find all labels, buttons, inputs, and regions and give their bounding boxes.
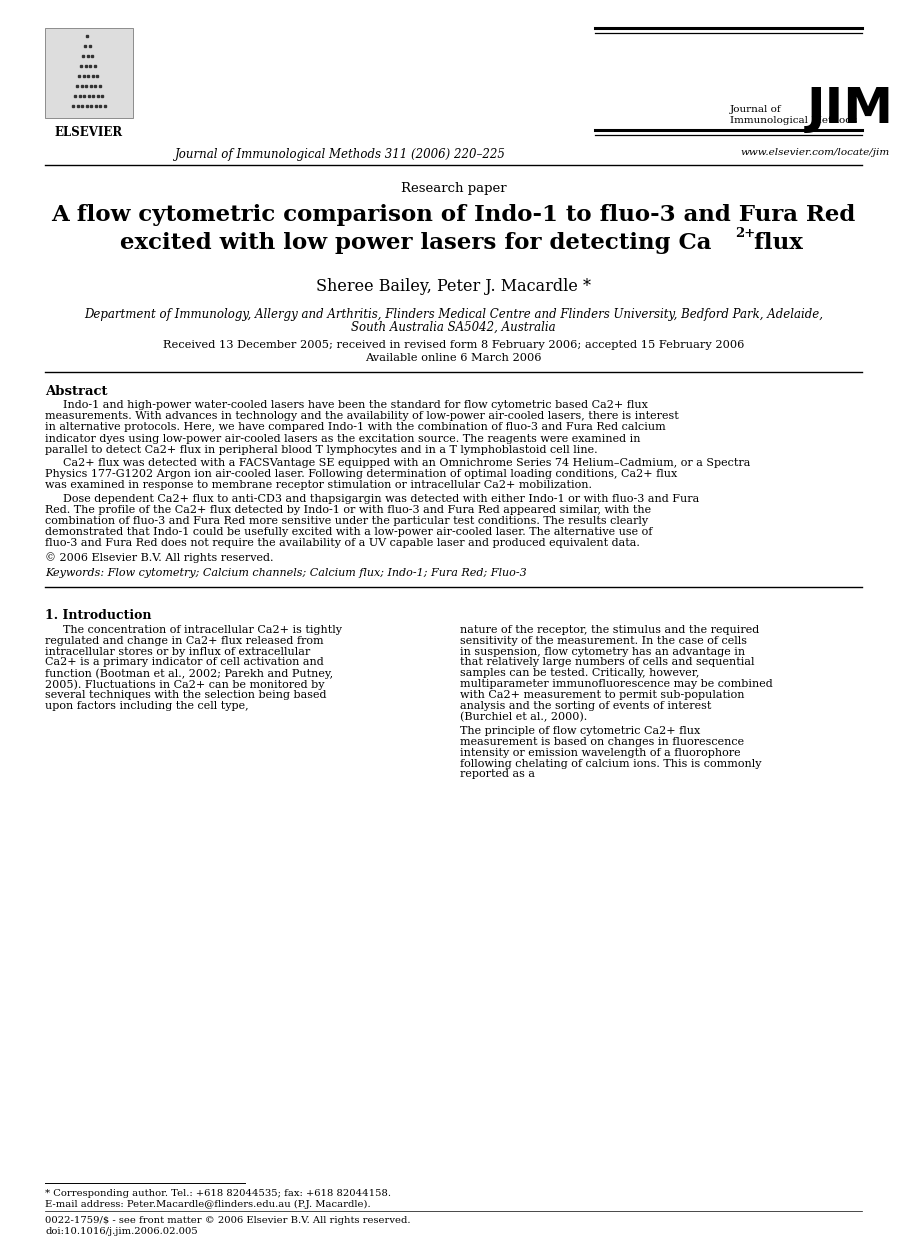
Text: Abstract: Abstract — [45, 385, 108, 397]
Text: Ca2+ flux was detected with a FACSVantage SE equipped with an Omnichrome Series : Ca2+ flux was detected with a FACSVantag… — [63, 458, 750, 468]
Text: ELSEVIER: ELSEVIER — [55, 126, 123, 139]
Text: Ca2+ is a primary indicator of cell activation and: Ca2+ is a primary indicator of cell acti… — [45, 657, 324, 667]
Text: Journal of Immunological Methods 311 (2006) 220–225: Journal of Immunological Methods 311 (20… — [174, 149, 505, 161]
Text: Department of Immunology, Allergy and Arthritis, Flinders Medical Centre and Fli: Department of Immunology, Allergy and Ar… — [84, 308, 823, 321]
Text: nature of the receptor, the stimulus and the required: nature of the receptor, the stimulus and… — [460, 625, 759, 635]
Text: JIM: JIM — [806, 85, 893, 132]
Text: 1. Introduction: 1. Introduction — [45, 609, 151, 621]
Text: Physics 177-G1202 Argon ion air-cooled laser. Following determination of optimal: Physics 177-G1202 Argon ion air-cooled l… — [45, 469, 678, 479]
Text: Dose dependent Ca2+ flux to anti-CD3 and thapsigargin was detected with either I: Dose dependent Ca2+ flux to anti-CD3 and… — [63, 494, 699, 504]
Text: in alternative protocols. Here, we have compared Indo-1 with the combination of : in alternative protocols. Here, we have … — [45, 422, 666, 432]
Text: following chelating of calcium ions. This is commonly: following chelating of calcium ions. Thi… — [460, 759, 762, 769]
Text: several techniques with the selection being based: several techniques with the selection be… — [45, 690, 327, 699]
Text: multiparameter immunofluorescence may be combined: multiparameter immunofluorescence may be… — [460, 678, 773, 690]
Text: www.elsevier.com/locate/jim: www.elsevier.com/locate/jim — [740, 149, 889, 157]
Text: Received 13 December 2005; received in revised form 8 February 2006; accepted 15: Received 13 December 2005; received in r… — [163, 340, 744, 350]
Bar — [45, 28, 133, 118]
Text: doi:10.1016/j.jim.2006.02.005: doi:10.1016/j.jim.2006.02.005 — [45, 1227, 198, 1236]
Text: that relatively large numbers of cells and sequential: that relatively large numbers of cells a… — [460, 657, 755, 667]
Text: 2005). Fluctuations in Ca2+ can be monitored by: 2005). Fluctuations in Ca2+ can be monit… — [45, 678, 325, 690]
Text: measurements. With advances in technology and the availability of low-power air-: measurements. With advances in technolog… — [45, 411, 678, 421]
Text: intracellular stores or by influx of extracellular: intracellular stores or by influx of ext… — [45, 646, 310, 656]
Text: Indo-1 and high-power water-cooled lasers have been the standard for flow cytome: Indo-1 and high-power water-cooled laser… — [63, 400, 648, 410]
Text: in suspension, flow cytometry has an advantage in: in suspension, flow cytometry has an adv… — [460, 646, 746, 656]
Text: © 2006 Elsevier B.V. All rights reserved.: © 2006 Elsevier B.V. All rights reserved… — [45, 552, 274, 563]
Text: Journal of: Journal of — [730, 105, 782, 114]
Text: Sheree Bailey, Peter J. Macardle *: Sheree Bailey, Peter J. Macardle * — [316, 279, 591, 295]
Text: (Burchiel et al., 2000).: (Burchiel et al., 2000). — [460, 712, 587, 722]
Text: 2+: 2+ — [736, 227, 756, 240]
Text: analysis and the sorting of events of interest: analysis and the sorting of events of in… — [460, 701, 711, 711]
Text: The principle of flow cytometric Ca2+ flux: The principle of flow cytometric Ca2+ fl… — [460, 727, 700, 737]
Text: Immunological Methods: Immunological Methods — [730, 116, 857, 125]
Text: function (Bootman et al., 2002; Parekh and Putney,: function (Bootman et al., 2002; Parekh a… — [45, 669, 333, 678]
Text: The concentration of intracellular Ca2+ is tightly: The concentration of intracellular Ca2+ … — [63, 625, 342, 635]
Text: was examined in response to membrane receptor stimulation or intracellular Ca2+ : was examined in response to membrane rec… — [45, 480, 592, 490]
Text: indicator dyes using low-power air-cooled lasers as the excitation source. The r: indicator dyes using low-power air-coole… — [45, 433, 640, 443]
Text: reported as a: reported as a — [460, 769, 535, 780]
Text: upon factors including the cell type,: upon factors including the cell type, — [45, 701, 249, 711]
Text: Red. The profile of the Ca2+ flux detected by Indo-1 or with fluo-3 and Fura Red: Red. The profile of the Ca2+ flux detect… — [45, 505, 651, 515]
Text: South Australia SA5042, Australia: South Australia SA5042, Australia — [351, 321, 556, 334]
Text: E-mail address: Peter.Macardle@flinders.edu.au (P.J. Macardle).: E-mail address: Peter.Macardle@flinders.… — [45, 1200, 371, 1210]
Text: 0022-1759/$ - see front matter © 2006 Elsevier B.V. All rights reserved.: 0022-1759/$ - see front matter © 2006 El… — [45, 1216, 411, 1224]
Text: * Corresponding author. Tel.: +618 82044535; fax: +618 82044158.: * Corresponding author. Tel.: +618 82044… — [45, 1188, 391, 1198]
Text: demonstrated that Indo-1 could be usefully excited with a low-power air-cooled l: demonstrated that Indo-1 could be useful… — [45, 527, 652, 537]
Text: Keywords: Flow cytometry; Calcium channels; Calcium flux; Indo-1; Fura Red; Fluo: Keywords: Flow cytometry; Calcium channe… — [45, 568, 527, 578]
Text: combination of fluo-3 and Fura Red more sensitive under the particular test cond: combination of fluo-3 and Fura Red more … — [45, 516, 649, 526]
Text: excited with low power lasers for detecting Ca: excited with low power lasers for detect… — [120, 232, 711, 254]
Text: parallel to detect Ca2+ flux in peripheral blood T lymphocytes and in a T lympho: parallel to detect Ca2+ flux in peripher… — [45, 444, 598, 454]
Text: A flow cytometric comparison of Indo-1 to fluo-3 and Fura Red: A flow cytometric comparison of Indo-1 t… — [52, 204, 855, 227]
Text: sensitivity of the measurement. In the case of cells: sensitivity of the measurement. In the c… — [460, 636, 747, 646]
Text: Research paper: Research paper — [401, 182, 506, 196]
Text: flux: flux — [746, 232, 803, 254]
Text: measurement is based on changes in fluorescence: measurement is based on changes in fluor… — [460, 737, 744, 747]
Text: samples can be tested. Critically, however,: samples can be tested. Critically, howev… — [460, 669, 699, 678]
Text: regulated and change in Ca2+ flux released from: regulated and change in Ca2+ flux releas… — [45, 636, 324, 646]
Text: fluo-3 and Fura Red does not require the availability of a UV capable laser and : fluo-3 and Fura Red does not require the… — [45, 539, 639, 548]
Text: with Ca2+ measurement to permit sub-population: with Ca2+ measurement to permit sub-popu… — [460, 690, 745, 699]
Text: Available online 6 March 2006: Available online 6 March 2006 — [366, 353, 541, 363]
Text: intensity or emission wavelength of a fluorophore: intensity or emission wavelength of a fl… — [460, 748, 741, 758]
